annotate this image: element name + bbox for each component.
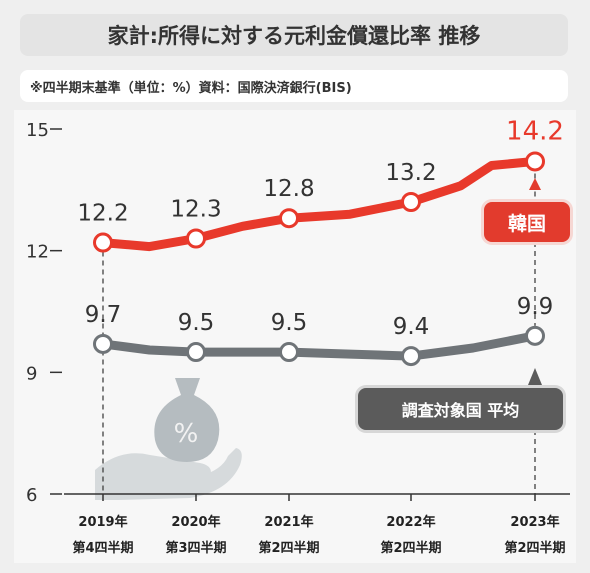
- series-line-1: [98, 331, 540, 361]
- data-point: [186, 342, 206, 363]
- x-tick-label-year: 2021年: [264, 514, 313, 530]
- korea-badge: 韓国: [484, 202, 570, 242]
- data-label: 9.4: [393, 314, 430, 340]
- x-tick-label-quarter: 第3四半期: [165, 540, 226, 556]
- data-point: [93, 333, 113, 354]
- data-label: 9.5: [178, 310, 215, 336]
- x-tick-label-quarter: 第2四半期: [504, 540, 565, 556]
- data-label: 12.8: [263, 176, 314, 202]
- x-tick-label-year: 2020年: [171, 514, 220, 530]
- korea-pointer: [529, 178, 541, 190]
- data-label: 14.2: [506, 116, 564, 146]
- data-label: 13.2: [385, 160, 436, 186]
- y-tick-label: 15: [26, 120, 49, 141]
- x-tick-label-quarter: 第2四半期: [380, 540, 441, 556]
- chart-title: 家計:所得に対する元利金償還比率 推移: [20, 14, 568, 56]
- y-tick-label: 6: [26, 485, 37, 506]
- average-badge: 調査対象国 平均: [358, 388, 563, 430]
- data-label: 9.5: [271, 310, 308, 336]
- data-point: [186, 228, 206, 249]
- percent-symbol: %: [174, 419, 199, 449]
- data-point: [525, 325, 545, 346]
- data-label: 9.7: [85, 302, 122, 328]
- x-tick-label-quarter: 第2四半期: [258, 540, 319, 556]
- data-point: [279, 342, 299, 363]
- y-tick-label: 12: [26, 242, 49, 263]
- y-tick-label: 9: [26, 363, 37, 384]
- data-label: 9.9: [517, 294, 554, 320]
- data-point: [279, 208, 299, 229]
- data-point: [401, 192, 421, 212]
- data-label: 12.3: [170, 197, 221, 223]
- x-tick-label-quarter: 第4四半期: [72, 540, 133, 556]
- x-tick-label-year: 2023年: [510, 514, 559, 530]
- data-point: [93, 232, 113, 253]
- data-point: [525, 151, 545, 172]
- x-tick-label-year: 2019年: [78, 514, 127, 530]
- series-line-0: [98, 156, 540, 252]
- chart-note: ※四半期末基準（単位：%）資料：国際決済銀行(BIS): [20, 70, 568, 102]
- data-label: 12.2: [77, 201, 128, 227]
- data-point: [401, 346, 421, 367]
- money-bag-hand-icon: %: [95, 378, 242, 500]
- x-tick-label-year: 2022年: [386, 514, 435, 530]
- average-pointer: [528, 368, 542, 385]
